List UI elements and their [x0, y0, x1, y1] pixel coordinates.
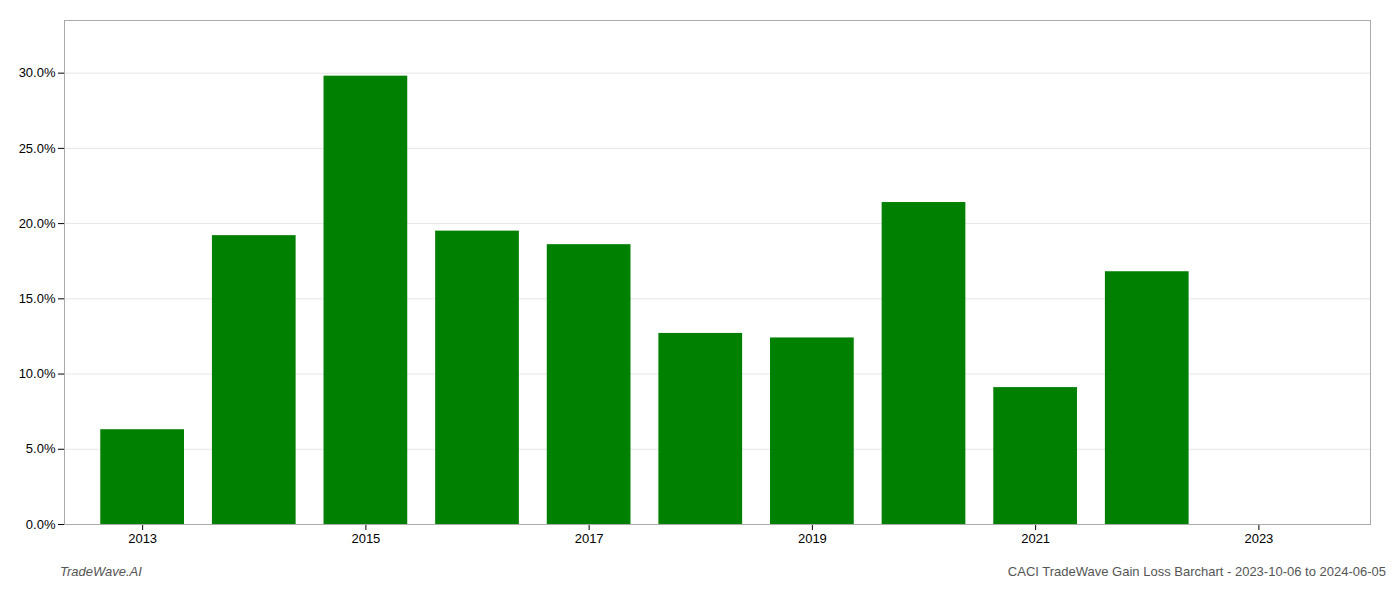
svg-text:2015: 2015 — [351, 531, 380, 546]
svg-text:15.0%: 15.0% — [19, 291, 56, 306]
html-text:CACI TradeWave Gain Loss Barch: CACI TradeWave Gain Loss Barchart - 2023… — [1007, 564, 1386, 579]
svg-text:30.0%: 30.0% — [19, 65, 56, 80]
svg-text:25.0%: 25.0% — [19, 141, 56, 156]
svg-text:0.0%: 0.0% — [26, 517, 56, 532]
html-text:TradeWave.AI: TradeWave.AI — [60, 564, 142, 579]
svg-text:5.0%: 5.0% — [26, 441, 56, 456]
svg-text:2013: 2013 — [128, 531, 157, 546]
svg-text:2021: 2021 — [1021, 531, 1050, 546]
svg-text:20.0%: 20.0% — [19, 216, 56, 231]
svg-text:2019: 2019 — [798, 531, 827, 546]
svg-text:2017: 2017 — [575, 531, 604, 546]
svg-text:2023: 2023 — [1244, 531, 1273, 546]
svg-text:10.0%: 10.0% — [19, 366, 56, 381]
